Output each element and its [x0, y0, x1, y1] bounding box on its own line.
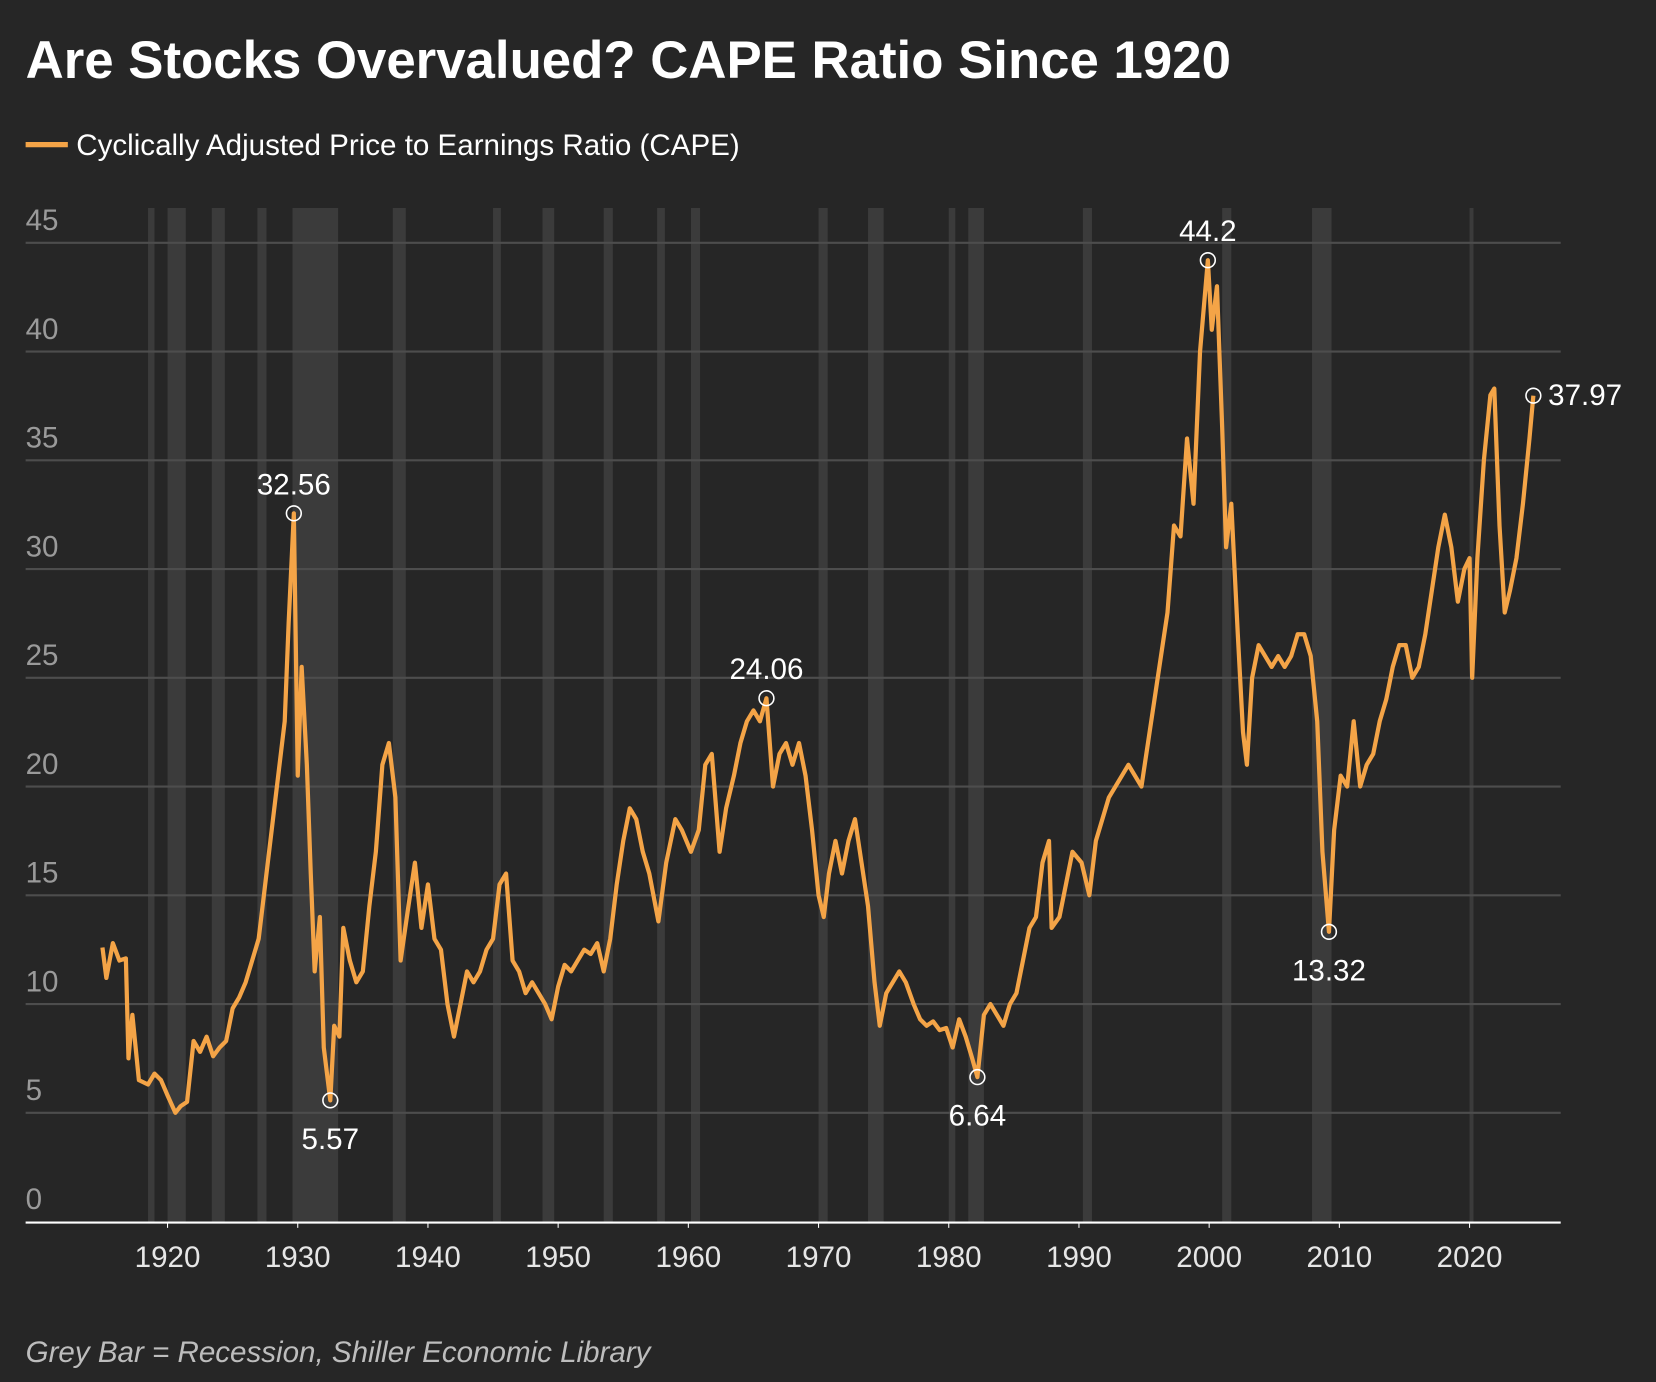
recession-bar — [1312, 207, 1332, 1222]
x-tick-label: 1950 — [525, 1241, 591, 1274]
recession-bar — [1082, 207, 1092, 1222]
annotation-label: 5.57 — [302, 1123, 360, 1156]
annotation-label: 32.56 — [257, 468, 331, 501]
y-tick-label: 45 — [26, 204, 59, 237]
y-tick-label: 40 — [26, 313, 59, 346]
x-tick-label: 1970 — [786, 1241, 852, 1274]
x-tick-label: 2020 — [1437, 1241, 1503, 1274]
recession-bar — [968, 207, 984, 1222]
annotation-marker — [969, 1068, 986, 1086]
recession-bar — [392, 207, 406, 1222]
footnote: Grey Bar = Recession, Shiller Economic L… — [26, 1336, 653, 1369]
recession-bar — [211, 207, 225, 1222]
x-tick-label: 1930 — [265, 1241, 331, 1274]
y-tick-label: 15 — [26, 857, 59, 890]
y-tick-label: 20 — [26, 748, 59, 781]
y-tick-label: 25 — [26, 639, 59, 672]
annotation-marker — [1199, 252, 1217, 269]
chart-title: Are Stocks Overvalued? CAPE Ratio Since … — [26, 31, 1231, 90]
recession-bar — [948, 207, 956, 1222]
recession-bar — [542, 207, 555, 1222]
annotation-marker — [285, 505, 303, 522]
y-tick-label: 0 — [26, 1183, 42, 1216]
y-tick-label: 30 — [26, 530, 59, 563]
annotation-label: 44.2 — [1179, 215, 1237, 248]
recession-bar — [1222, 207, 1232, 1222]
x-tick-label: 1980 — [916, 1241, 982, 1274]
recession-bar — [257, 207, 267, 1222]
recession-bar — [493, 207, 501, 1222]
y-tick-label: 10 — [26, 965, 59, 998]
annotation-marker — [1525, 387, 1542, 404]
x-tick-label: 1940 — [395, 1241, 461, 1274]
line-series — [100, 258, 1536, 1115]
recession-bar — [690, 207, 701, 1222]
x-tick-label: 1990 — [1046, 1241, 1112, 1274]
annotation-label: 24.06 — [729, 653, 803, 686]
annotation-marker — [1320, 923, 1338, 940]
y-tick-label: 5 — [26, 1074, 42, 1107]
y-tick-label: 35 — [26, 422, 59, 455]
annotation-label: 6.64 — [949, 1100, 1007, 1133]
recession-bar — [167, 207, 186, 1222]
recession-bar — [818, 207, 828, 1222]
x-tick-label: 2000 — [1176, 1241, 1242, 1274]
recession-bar — [603, 207, 613, 1222]
annotation-marker — [758, 690, 775, 707]
x-tick-label: 1960 — [655, 1241, 721, 1274]
recession-bar — [1469, 207, 1474, 1222]
recession-bar — [868, 207, 884, 1222]
x-tick-label: 1920 — [135, 1241, 201, 1274]
annotation-label: 37.97 — [1548, 379, 1622, 412]
x-tick-label: 2010 — [1306, 1241, 1372, 1274]
legend-label: Cyclically Adjusted Price to Earnings Ra… — [76, 129, 739, 162]
annotation-label: 13.32 — [1292, 954, 1366, 987]
recession-bar — [148, 207, 155, 1222]
recession-bar — [657, 207, 665, 1222]
annotation-marker — [322, 1092, 339, 1109]
